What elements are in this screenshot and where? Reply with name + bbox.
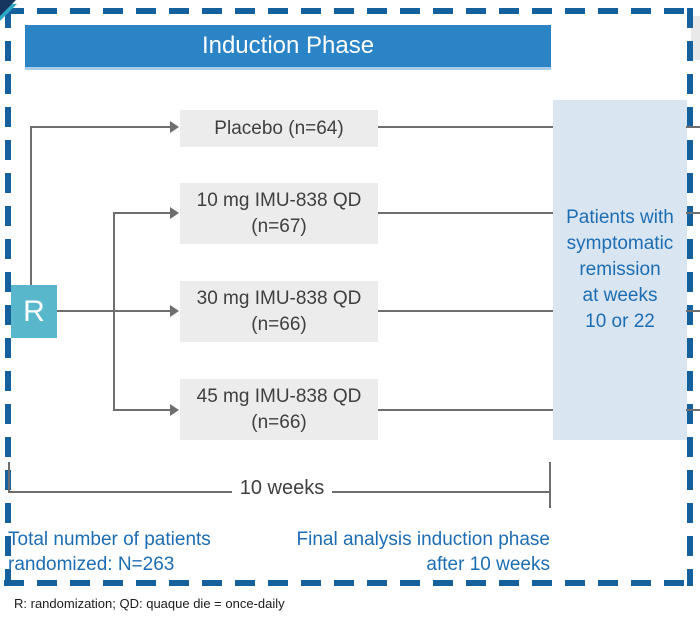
timeline-label: 10 weeks xyxy=(239,477,325,499)
timeline-tick-left xyxy=(8,462,10,492)
final-analysis-line: Final analysis induction phase xyxy=(296,529,551,550)
dashed-border-left xyxy=(5,8,11,586)
connector-out4 xyxy=(378,409,553,411)
exit-stub-1 xyxy=(686,126,700,128)
footnote: R: randomization; QD: quaque die = once-… xyxy=(14,596,285,611)
connector-branch-vertical xyxy=(113,212,115,411)
randomization-label: R xyxy=(23,294,45,328)
exit-stub-2 xyxy=(686,212,700,214)
connector-arm1 xyxy=(30,126,170,128)
arm-box-30mg: 30 mg IMU-838 QD (n=66) xyxy=(180,281,378,342)
final-analysis-line: after 10 weeks xyxy=(426,554,550,575)
timeline-line-left xyxy=(8,491,232,493)
phase-title: Induction Phase xyxy=(201,32,375,59)
connector-out2 xyxy=(378,212,553,214)
final-analysis-note: Final analysis induction phase after 10 … xyxy=(260,527,551,577)
corner-navy-triangle xyxy=(0,0,16,16)
corner-decoration xyxy=(0,0,20,22)
total-randomized-note: Total number of patients randomized: N=2… xyxy=(8,527,258,577)
arm-label: 45 mg IMU-838 QD (n=66) xyxy=(196,385,362,433)
arm-box-10mg: 10 mg IMU-838 QD (n=67) xyxy=(180,183,378,244)
phase-title-banner: Induction Phase xyxy=(25,25,551,70)
exit-stub-4 xyxy=(686,409,700,411)
arm-label: 10 mg IMU-838 QD (n=67) xyxy=(196,189,362,237)
exit-stub-3 xyxy=(686,310,700,312)
timeline-tick-right xyxy=(549,462,551,508)
dashed-border-right xyxy=(687,8,693,586)
arm-label: 30 mg IMU-838 QD (n=66) xyxy=(196,287,362,335)
connector-r-up xyxy=(30,127,32,286)
outcome-line: at weeks xyxy=(582,285,658,306)
outcome-line: remission xyxy=(579,259,661,280)
arrowhead-arm3 xyxy=(170,305,179,317)
dashed-border-top xyxy=(4,8,694,14)
connector-out3 xyxy=(378,310,553,312)
connector-arm2 xyxy=(113,212,170,214)
arm-box-45mg: 45 mg IMU-838 QD (n=66) xyxy=(180,379,378,440)
cropped-edge-element xyxy=(691,16,700,60)
outcome-line: symptomatic xyxy=(566,233,674,254)
connector-out1 xyxy=(378,126,553,128)
dashed-border-bottom xyxy=(4,580,694,586)
arm-box-placebo: Placebo (n=64) xyxy=(180,110,378,147)
randomization-box: R xyxy=(11,285,57,338)
outcome-box: Patients with symptomatic remission at w… xyxy=(553,100,687,440)
arm-label: Placebo (n=64) xyxy=(214,117,344,139)
outcome-line: 10 or 22 xyxy=(585,311,655,332)
arrowhead-arm1 xyxy=(170,121,179,133)
total-randomized-line: randomized: N=263 xyxy=(8,554,175,575)
arrowhead-arm2 xyxy=(170,207,179,219)
timeline-line-right xyxy=(332,491,550,493)
outcome-line: Patients with xyxy=(566,207,674,228)
arrowhead-arm4 xyxy=(170,404,179,416)
connector-arm4 xyxy=(113,409,170,411)
total-randomized-line: Total number of patients xyxy=(8,529,211,550)
